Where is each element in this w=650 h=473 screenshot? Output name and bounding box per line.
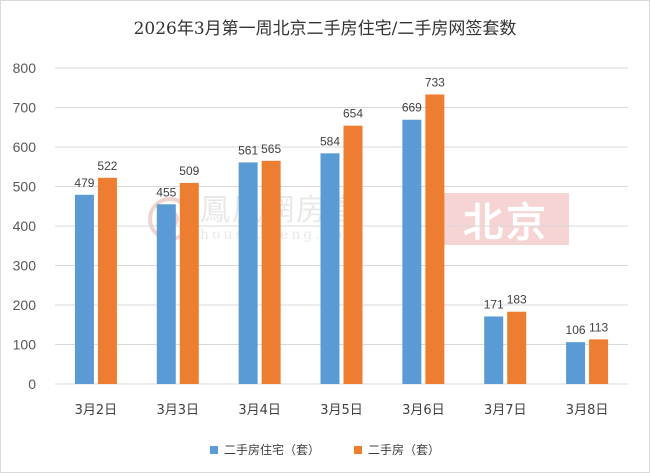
y-tick-label: 800 bbox=[13, 60, 37, 76]
data-label: 106 bbox=[566, 323, 586, 337]
data-label: 733 bbox=[425, 75, 445, 89]
x-tick-label: 3月5日 bbox=[320, 403, 363, 418]
data-label: 171 bbox=[484, 297, 504, 311]
bar-residential bbox=[156, 204, 176, 384]
bar-residential bbox=[402, 119, 422, 385]
bar-residential bbox=[566, 342, 586, 384]
y-tick-label: 700 bbox=[13, 100, 37, 116]
legend: 二手房住宅（套） 二手房（套） bbox=[0, 441, 650, 458]
y-tick-label: 500 bbox=[13, 179, 37, 195]
bar-secondhand bbox=[425, 94, 445, 384]
y-tick-label: 0 bbox=[28, 376, 36, 392]
legend-swatch-residential bbox=[209, 445, 218, 454]
data-label: 509 bbox=[179, 164, 199, 178]
bar-secondhand bbox=[97, 177, 117, 384]
bar-secondhand bbox=[343, 125, 363, 385]
data-label: 669 bbox=[402, 101, 422, 115]
x-tick-label: 3月3日 bbox=[157, 403, 200, 418]
y-tick-label: 600 bbox=[13, 139, 37, 155]
data-label: 584 bbox=[320, 134, 340, 148]
data-label: 183 bbox=[507, 293, 527, 307]
y-tick-label: 300 bbox=[13, 258, 37, 274]
bar-residential bbox=[320, 153, 340, 384]
x-tick-label: 3月4日 bbox=[238, 403, 281, 418]
legend-swatch-secondhand bbox=[354, 445, 362, 454]
data-label: 565 bbox=[261, 142, 281, 156]
data-label: 455 bbox=[156, 185, 176, 199]
bar-residential bbox=[484, 316, 504, 384]
bar-secondhand bbox=[507, 311, 527, 384]
x-tick-label: 3月2日 bbox=[75, 403, 118, 418]
legend-item-secondhand: 二手房（套） bbox=[354, 441, 440, 458]
legend-item-residential: 二手房住宅（套） bbox=[209, 441, 320, 458]
bar-secondhand bbox=[179, 182, 199, 384]
x-tick-label: 3月7日 bbox=[484, 403, 527, 418]
bar-residential bbox=[238, 162, 258, 384]
watermark-city: 北京 bbox=[443, 193, 569, 246]
bar-residential bbox=[74, 194, 94, 384]
bar-secondhand bbox=[261, 160, 281, 384]
data-label: 479 bbox=[74, 176, 94, 190]
chart-title: 2026年3月第一周北京二手房住宅/二手房网签套数 bbox=[133, 19, 517, 39]
data-label: 561 bbox=[238, 143, 258, 157]
bar-secondhand bbox=[589, 339, 609, 384]
x-tick-label: 3月8日 bbox=[566, 403, 609, 418]
data-label: 522 bbox=[97, 159, 117, 173]
y-tick-label: 200 bbox=[13, 297, 37, 313]
x-tick-label: 3月6日 bbox=[402, 403, 445, 418]
legend-label-secondhand: 二手房（套） bbox=[368, 443, 441, 457]
data-label: 113 bbox=[589, 320, 608, 334]
data-label: 654 bbox=[343, 107, 363, 121]
y-tick-label: 100 bbox=[13, 337, 37, 353]
legend-label-residential: 二手房住宅（套） bbox=[223, 443, 320, 457]
y-tick-label: 400 bbox=[13, 218, 37, 234]
